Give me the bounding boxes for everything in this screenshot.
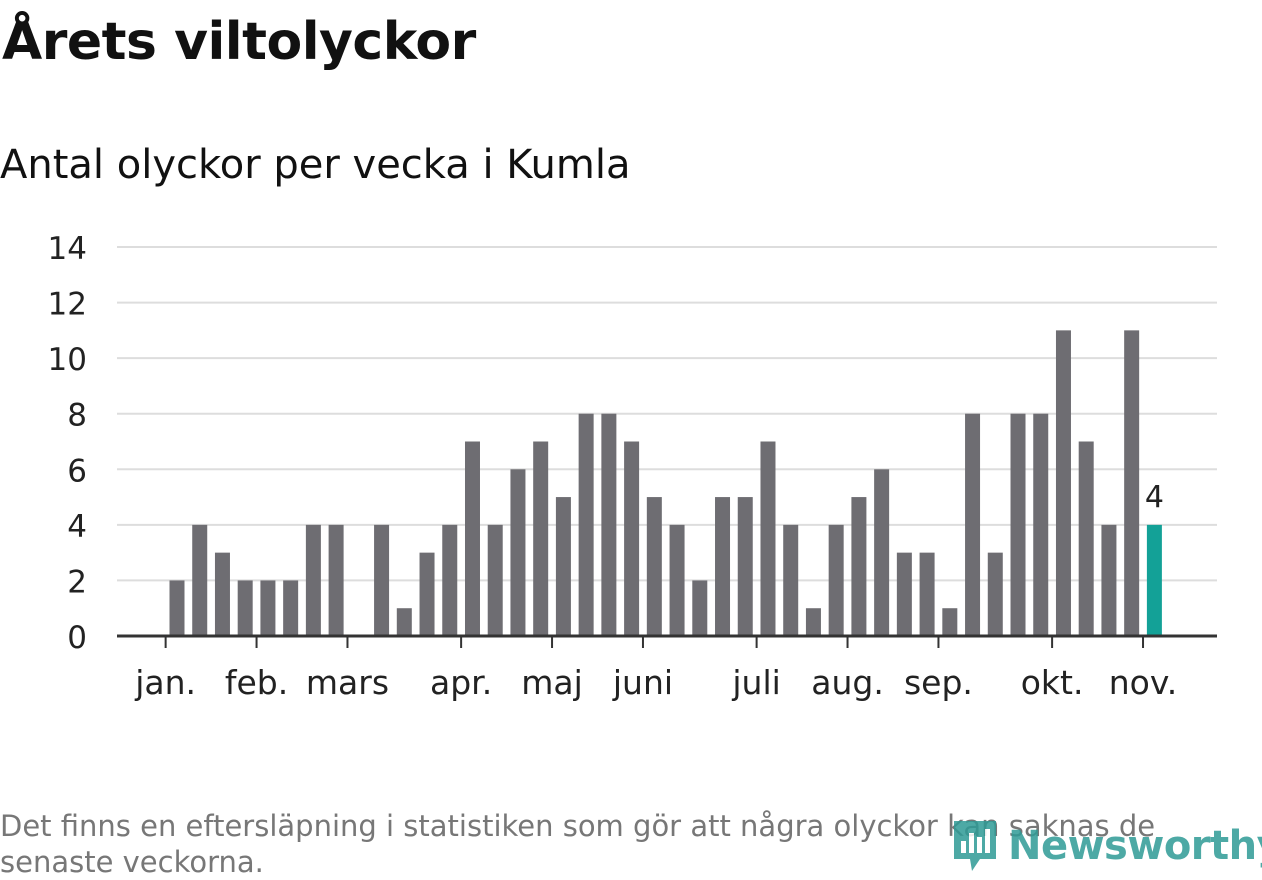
y-tick-label: 14 [48,231,87,267]
bar [396,608,412,636]
x-tick-label: aug. [811,663,884,702]
y-tick-label: 2 [67,564,87,600]
bar [169,580,185,636]
y-tick-label: 12 [48,287,87,323]
x-tick-label: juli [731,663,780,702]
y-tick-label: 8 [67,398,87,434]
bar [487,524,503,636]
logo-text: Newsworthy [1008,823,1262,869]
bar [646,497,662,636]
x-tick-label: nov. [1109,663,1178,702]
y-tick-label: 4 [67,509,87,545]
bar [374,524,390,636]
newsworthy-logo-icon [954,821,996,871]
bar [1124,330,1140,636]
data-labels: 4 [1145,480,1164,515]
bar [533,441,549,636]
bar [965,413,981,636]
highlight-value-label: 4 [1145,480,1164,515]
bar [1010,413,1026,636]
bar [805,608,821,636]
bar [942,608,958,636]
y-tick-label: 6 [67,453,87,489]
bar [669,524,685,636]
x-tick-label: jan. [134,663,196,702]
bar [737,497,753,636]
bar [214,552,230,636]
chart-subtitle: Antal olyckor per vecka i Kumla [0,142,631,188]
bar [283,580,299,636]
bar [1033,413,1049,636]
bar [578,413,594,636]
y-tick-label: 10 [48,342,87,378]
bars [169,330,1162,636]
newsworthy-logo: Newsworthy [950,815,1262,877]
bar [260,580,276,636]
bar [328,524,344,636]
bar [987,552,1003,636]
x-tick-label: apr. [430,663,492,702]
bar [1101,524,1117,636]
bar [510,469,526,636]
x-tick-label: juni [612,663,673,702]
bar [555,497,571,636]
bar [1078,441,1094,636]
bar [601,413,617,636]
x-tick-label: maj [521,663,583,702]
bar [442,524,458,636]
bar [783,524,799,636]
bar [919,552,935,636]
chart-title: Årets viltolyckor [2,12,476,72]
bar [192,524,208,636]
bar [1055,330,1071,636]
bar [419,552,435,636]
y-axis: 0 2 4 6 8 10 12 14 [48,231,87,656]
bar [896,552,912,636]
x-tick-label: sep. [904,663,973,702]
x-tick-label: feb. [225,663,288,702]
bar [760,441,776,636]
bar [715,497,731,636]
bar [874,469,890,636]
bar [624,441,640,636]
bar [305,524,321,636]
bar [828,524,844,636]
bar [692,580,708,636]
bar [464,441,480,636]
x-tick-label: okt. [1021,663,1084,702]
gridlines [117,246,1217,582]
x-axis: jan. feb. mars apr. maj juni juli aug. sep. okt. n… [117,634,1217,702]
x-tick-label: mars [306,663,389,702]
bar-highlight [1146,524,1162,636]
bar [851,497,867,636]
y-tick-label: 0 [67,620,87,656]
bar-chart: 0 2 4 6 8 10 12 14 jan. feb. mars apr. maj juni juli a… [48,231,1217,702]
bar [237,580,253,636]
